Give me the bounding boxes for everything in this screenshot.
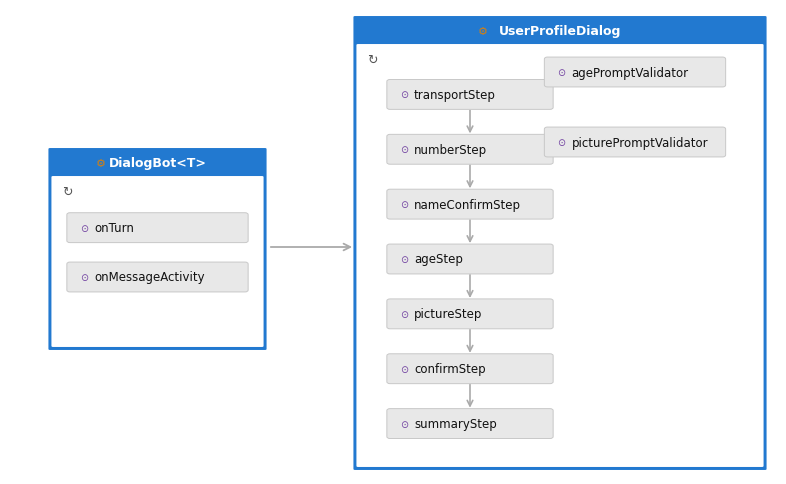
Text: agePromptValidator: agePromptValidator	[571, 66, 689, 79]
Text: transportStep: transportStep	[414, 89, 496, 102]
Text: ⊙: ⊙	[557, 138, 566, 148]
FancyBboxPatch shape	[67, 262, 248, 292]
FancyBboxPatch shape	[545, 58, 725, 88]
FancyBboxPatch shape	[387, 80, 553, 110]
Text: ⊙: ⊙	[400, 200, 408, 210]
FancyBboxPatch shape	[67, 213, 248, 243]
Text: ↻: ↻	[62, 185, 72, 198]
FancyBboxPatch shape	[51, 177, 263, 347]
FancyBboxPatch shape	[387, 354, 553, 384]
FancyBboxPatch shape	[49, 149, 266, 350]
Text: ⊙: ⊙	[400, 90, 408, 100]
Text: ageStep: ageStep	[414, 253, 463, 266]
Text: ⊙: ⊙	[80, 272, 88, 283]
Text: onTurn: onTurn	[94, 222, 134, 235]
FancyBboxPatch shape	[387, 409, 553, 439]
Text: summaryStep: summaryStep	[414, 417, 497, 430]
Text: nameConfirmStep: nameConfirmStep	[414, 198, 521, 211]
Text: ↻: ↻	[367, 53, 377, 66]
Text: picturePromptValidator: picturePromptValidator	[571, 136, 708, 149]
FancyBboxPatch shape	[354, 17, 766, 470]
Text: DialogBot<T>: DialogBot<T>	[108, 157, 207, 170]
Text: ⊙: ⊙	[80, 223, 88, 233]
Text: ⊙: ⊙	[400, 364, 408, 374]
FancyBboxPatch shape	[387, 135, 553, 165]
Text: ⚙: ⚙	[478, 27, 488, 37]
Text: ⊙: ⊙	[400, 419, 408, 429]
Text: UserProfileDialog: UserProfileDialog	[499, 26, 621, 38]
Text: onMessageActivity: onMessageActivity	[94, 271, 204, 284]
Text: ⊙: ⊙	[400, 145, 408, 155]
Text: numberStep: numberStep	[414, 143, 487, 156]
Text: ⊙: ⊙	[400, 255, 408, 264]
Text: pictureStep: pictureStep	[414, 308, 483, 321]
Text: confirmStep: confirmStep	[414, 363, 486, 376]
FancyBboxPatch shape	[387, 190, 553, 220]
FancyBboxPatch shape	[387, 299, 553, 329]
Text: ⊙: ⊙	[557, 68, 566, 78]
FancyBboxPatch shape	[356, 45, 763, 467]
Text: ⊙: ⊙	[400, 309, 408, 319]
FancyBboxPatch shape	[387, 244, 553, 274]
Text: ⚙: ⚙	[96, 159, 105, 168]
FancyBboxPatch shape	[545, 128, 725, 158]
